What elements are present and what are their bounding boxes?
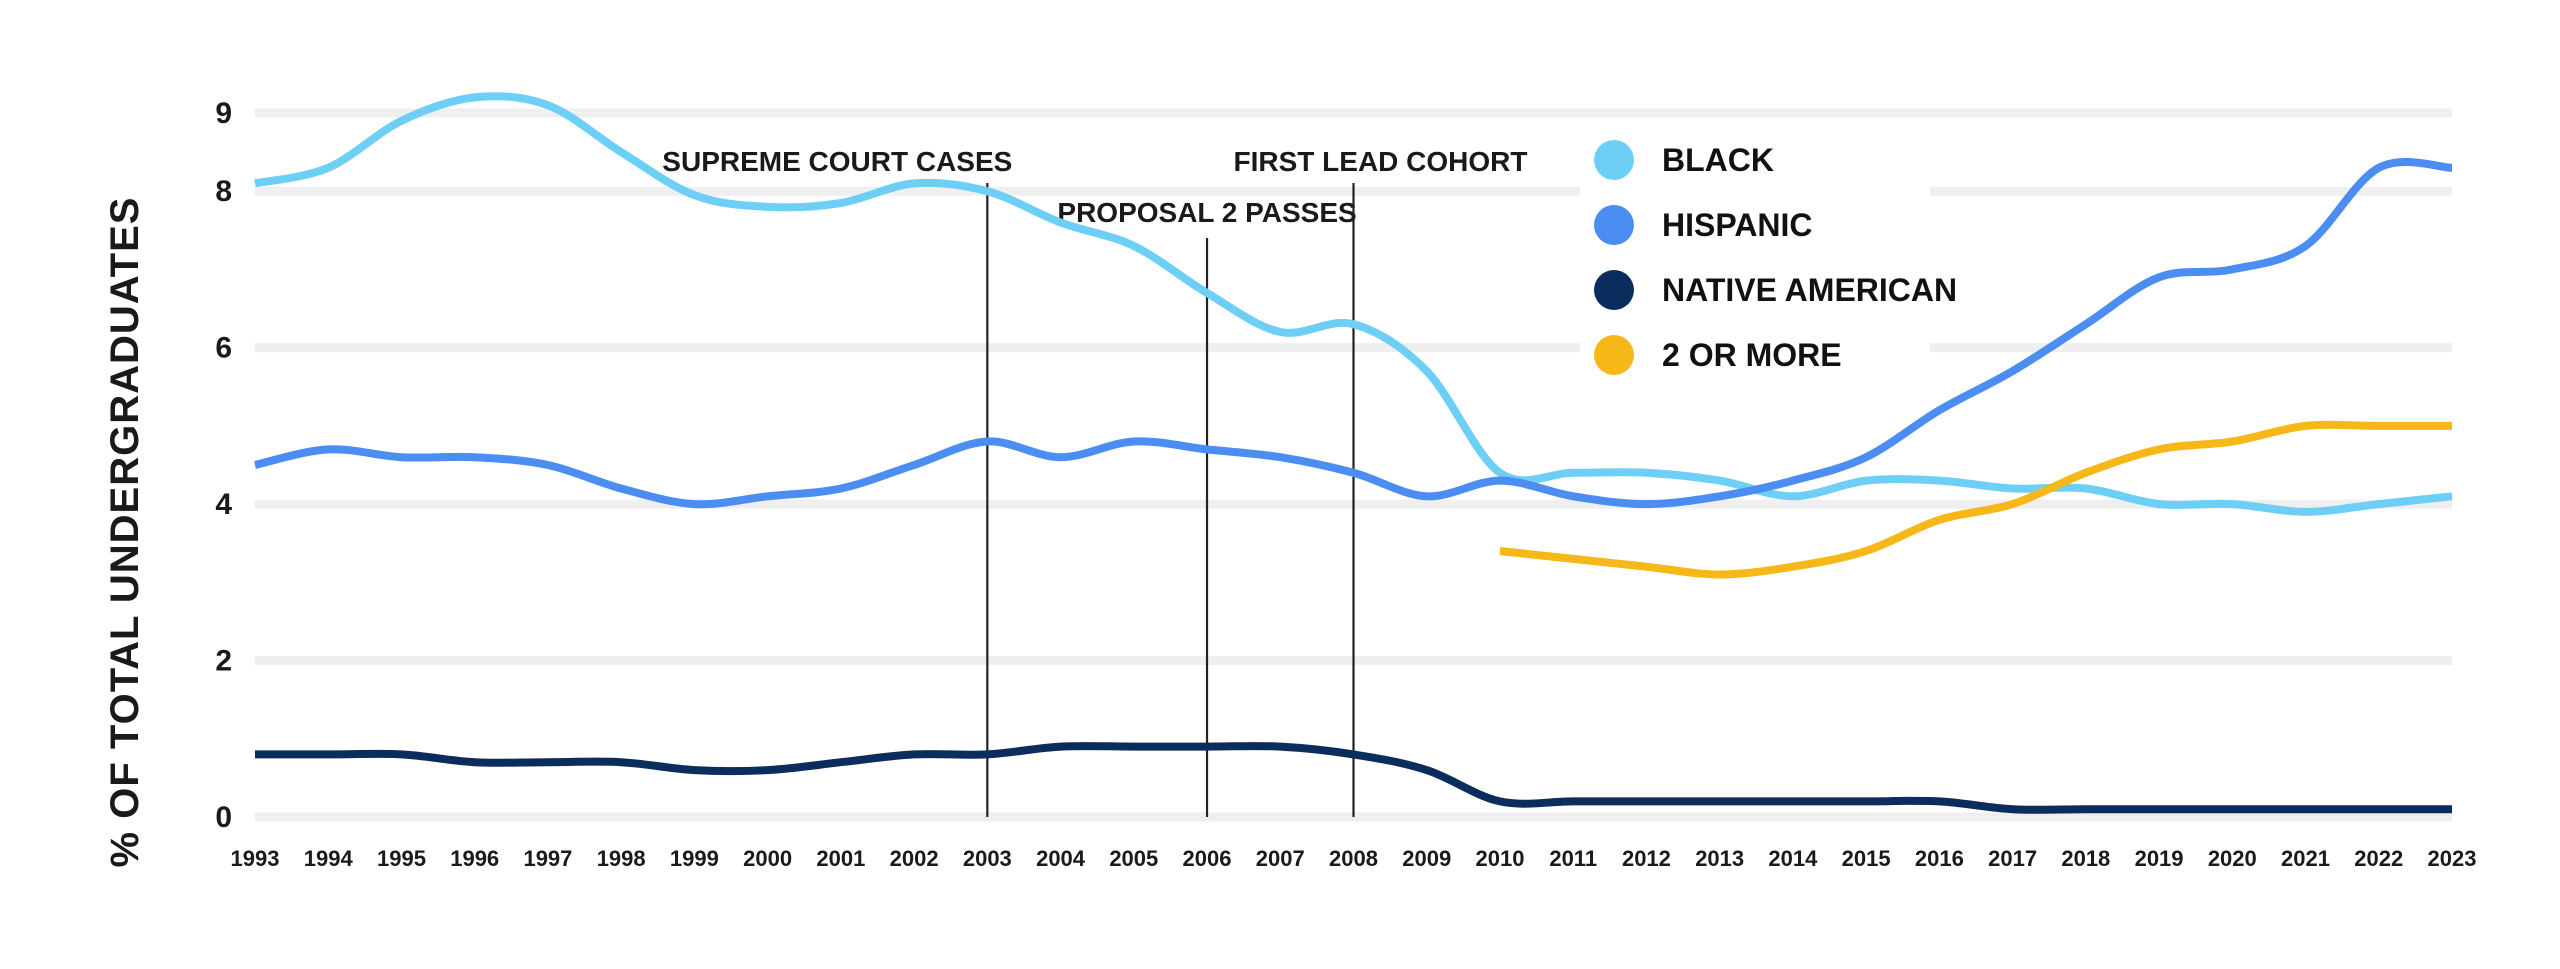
x-tick-label-1994: 1994 [304,846,354,871]
event-label-2003: SUPREME COURT CASES [662,146,1012,177]
legend-label-2-or-more: 2 OR MORE [1662,337,1842,373]
event-label-2008: FIRST LEAD COHORT [1234,146,1528,177]
x-tick-label-1997: 1997 [523,846,572,871]
x-tick-label-2005: 2005 [1109,846,1158,871]
x-tick-label-1999: 1999 [670,846,719,871]
y-tick-label-0: 0 [215,801,232,834]
legend: BLACK HISPANIC NATIVE AMERICAN 2 OR MORE [1580,125,1957,400]
x-tick-label-2017: 2017 [1988,846,2037,871]
series-line-hispanic [254,157,2453,509]
x-tick-label-1993: 1993 [231,846,280,871]
x-tick-label-2008: 2008 [1329,846,1378,871]
event-label-2006: PROPOSAL 2 PASSES [1057,197,1356,228]
x-tick-label-2007: 2007 [1256,846,1305,871]
x-tick-label-2004: 2004 [1036,846,1086,871]
x-tick-label-2009: 2009 [1402,846,1451,871]
x-tick-label-2000: 2000 [743,846,792,871]
y-axis-title: % OF TOTAL UNDERGRADUATES [103,197,147,868]
legend-label-native-american: NATIVE AMERICAN [1662,272,1957,308]
series-layer [254,92,2453,814]
axis-layer: 0 2 4 6 8 9 1993 1994 1995 1996 1997 1998 1999 2000 20… [215,97,2476,871]
x-tick-label-2018: 2018 [2061,846,2110,871]
legend-swatch-native-american [1594,270,1634,310]
x-tick-label-2016: 2016 [1915,846,1964,871]
x-tick-label-2010: 2010 [1475,846,1524,871]
x-tick-label-2012: 2012 [1622,846,1671,871]
legend-background [1580,125,1930,400]
legend-swatch-hispanic [1594,205,1634,245]
annotation-layer: SUPREME COURT CASES PROPOSAL 2 PASSES FIRS… [662,146,1528,817]
series-line-native-american [255,742,2452,814]
x-tick-label-2014: 2014 [1768,846,1818,871]
x-tick-label-1996: 1996 [450,846,499,871]
x-tick-label-2013: 2013 [1695,846,1744,871]
x-tick-label-2023: 2023 [2428,846,2477,871]
x-tick-label-2020: 2020 [2208,846,2257,871]
x-tick-label-2015: 2015 [1842,846,1891,871]
y-tick-label-4: 4 [215,488,232,521]
x-tick-label-2019: 2019 [2135,846,2184,871]
x-tick-label-2001: 2001 [816,846,865,871]
x-tick-label-2003: 2003 [963,846,1012,871]
x-tick-label-2022: 2022 [2354,846,2403,871]
x-tick-label-2002: 2002 [890,846,939,871]
legend-label-black: BLACK [1662,142,1774,178]
x-tick-label-1998: 1998 [597,846,646,871]
x-tick-label-1995: 1995 [377,846,426,871]
y-tick-label-2: 2 [215,645,232,678]
y-tick-label-8: 8 [215,175,232,208]
legend-swatch-black [1594,140,1634,180]
x-tick-label-2006: 2006 [1183,846,1232,871]
series-line-2-or-more [1499,420,2452,579]
legend-label-hispanic: HISPANIC [1662,207,1813,243]
y-tick-label-9: 9 [215,97,232,130]
series-line-black [254,92,2453,516]
legend-swatch-2-or-more [1594,335,1634,375]
x-tick-label-2021: 2021 [2281,846,2330,871]
x-tick-label-2011: 2011 [1549,846,1597,871]
y-tick-label-6: 6 [215,332,232,365]
